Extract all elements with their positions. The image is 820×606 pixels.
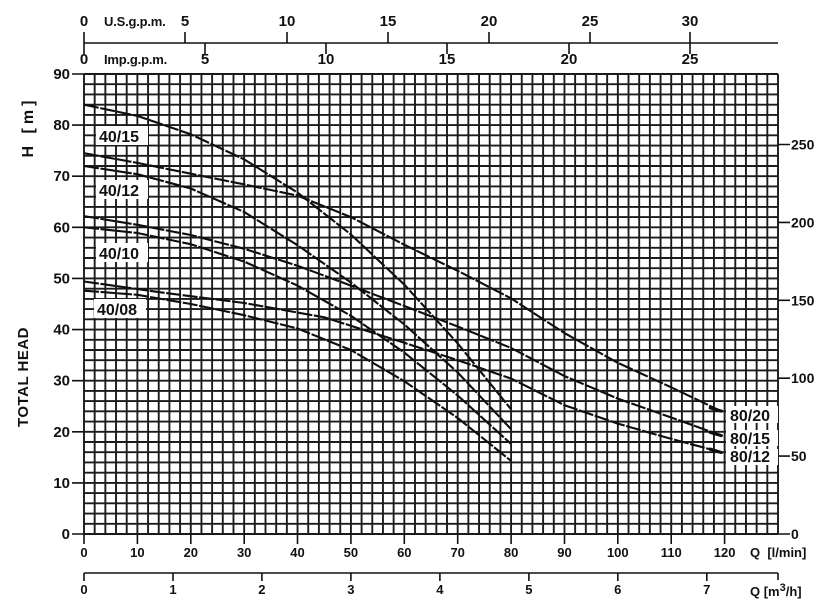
- svg-text:0: 0: [80, 51, 88, 68]
- svg-text:Q [m3/h]: Q [m3/h]: [750, 582, 802, 599]
- svg-text:60: 60: [397, 545, 411, 560]
- svg-text:0: 0: [791, 526, 799, 542]
- svg-text:Q [l/min]: Q [l/min]: [750, 545, 806, 560]
- svg-text:H [m]: H [m]: [20, 97, 37, 158]
- svg-text:40/15: 40/15: [99, 129, 139, 146]
- svg-text:5: 5: [181, 13, 189, 30]
- svg-text:7: 7: [703, 582, 710, 597]
- svg-text:15: 15: [439, 51, 456, 68]
- svg-text:20: 20: [184, 545, 198, 560]
- svg-text:20: 20: [561, 51, 578, 68]
- svg-text:40/10: 40/10: [99, 246, 139, 263]
- svg-text:90: 90: [557, 545, 571, 560]
- svg-text:5: 5: [201, 51, 209, 68]
- svg-text:Imp.g.p.m.: Imp.g.p.m.: [104, 52, 167, 67]
- svg-text:120: 120: [714, 545, 736, 560]
- svg-text:40: 40: [290, 545, 304, 560]
- svg-text:25: 25: [582, 13, 599, 30]
- svg-text:40: 40: [53, 322, 70, 339]
- svg-text:80: 80: [53, 117, 70, 134]
- svg-text:50: 50: [344, 545, 358, 560]
- svg-text:0: 0: [80, 545, 87, 560]
- svg-text:100: 100: [607, 545, 629, 560]
- svg-text:80: 80: [504, 545, 518, 560]
- svg-text:40/08: 40/08: [97, 302, 137, 319]
- svg-text:0: 0: [62, 526, 70, 543]
- svg-text:30: 30: [682, 13, 699, 30]
- svg-text:30: 30: [53, 373, 70, 390]
- svg-text:250: 250: [791, 137, 815, 153]
- svg-text:3: 3: [347, 582, 354, 597]
- svg-text:70: 70: [53, 168, 70, 185]
- svg-text:20: 20: [53, 424, 70, 441]
- svg-text:5: 5: [525, 582, 532, 597]
- svg-text:2: 2: [258, 582, 265, 597]
- svg-text:10: 10: [318, 51, 335, 68]
- svg-text:0: 0: [80, 13, 88, 30]
- svg-text:25: 25: [682, 51, 699, 68]
- svg-text:10: 10: [130, 545, 144, 560]
- svg-text:80/15: 80/15: [730, 431, 770, 448]
- svg-text:80/20: 80/20: [730, 408, 770, 425]
- svg-text:U.S.g.p.m.: U.S.g.p.m.: [104, 14, 166, 29]
- svg-text:100: 100: [791, 370, 815, 386]
- svg-text:150: 150: [791, 292, 815, 308]
- svg-text:10: 10: [53, 475, 70, 492]
- svg-text:30: 30: [237, 545, 251, 560]
- svg-text:6: 6: [614, 582, 621, 597]
- svg-text:15: 15: [380, 13, 397, 30]
- svg-text:1: 1: [169, 582, 176, 597]
- svg-text:50: 50: [53, 270, 70, 287]
- svg-text:80/12: 80/12: [730, 449, 770, 466]
- svg-text:200: 200: [791, 214, 815, 230]
- svg-text:0: 0: [80, 582, 87, 597]
- svg-text:90: 90: [53, 66, 70, 83]
- svg-text:20: 20: [481, 13, 498, 30]
- svg-text:110: 110: [661, 545, 682, 560]
- svg-text:10: 10: [279, 13, 296, 30]
- svg-text:40/12: 40/12: [99, 183, 139, 200]
- svg-text:70: 70: [450, 545, 464, 560]
- svg-text:TOTAL HEAD: TOTAL HEAD: [15, 327, 32, 427]
- svg-text:50: 50: [791, 448, 807, 464]
- svg-text:4: 4: [436, 582, 444, 597]
- svg-text:60: 60: [53, 219, 70, 236]
